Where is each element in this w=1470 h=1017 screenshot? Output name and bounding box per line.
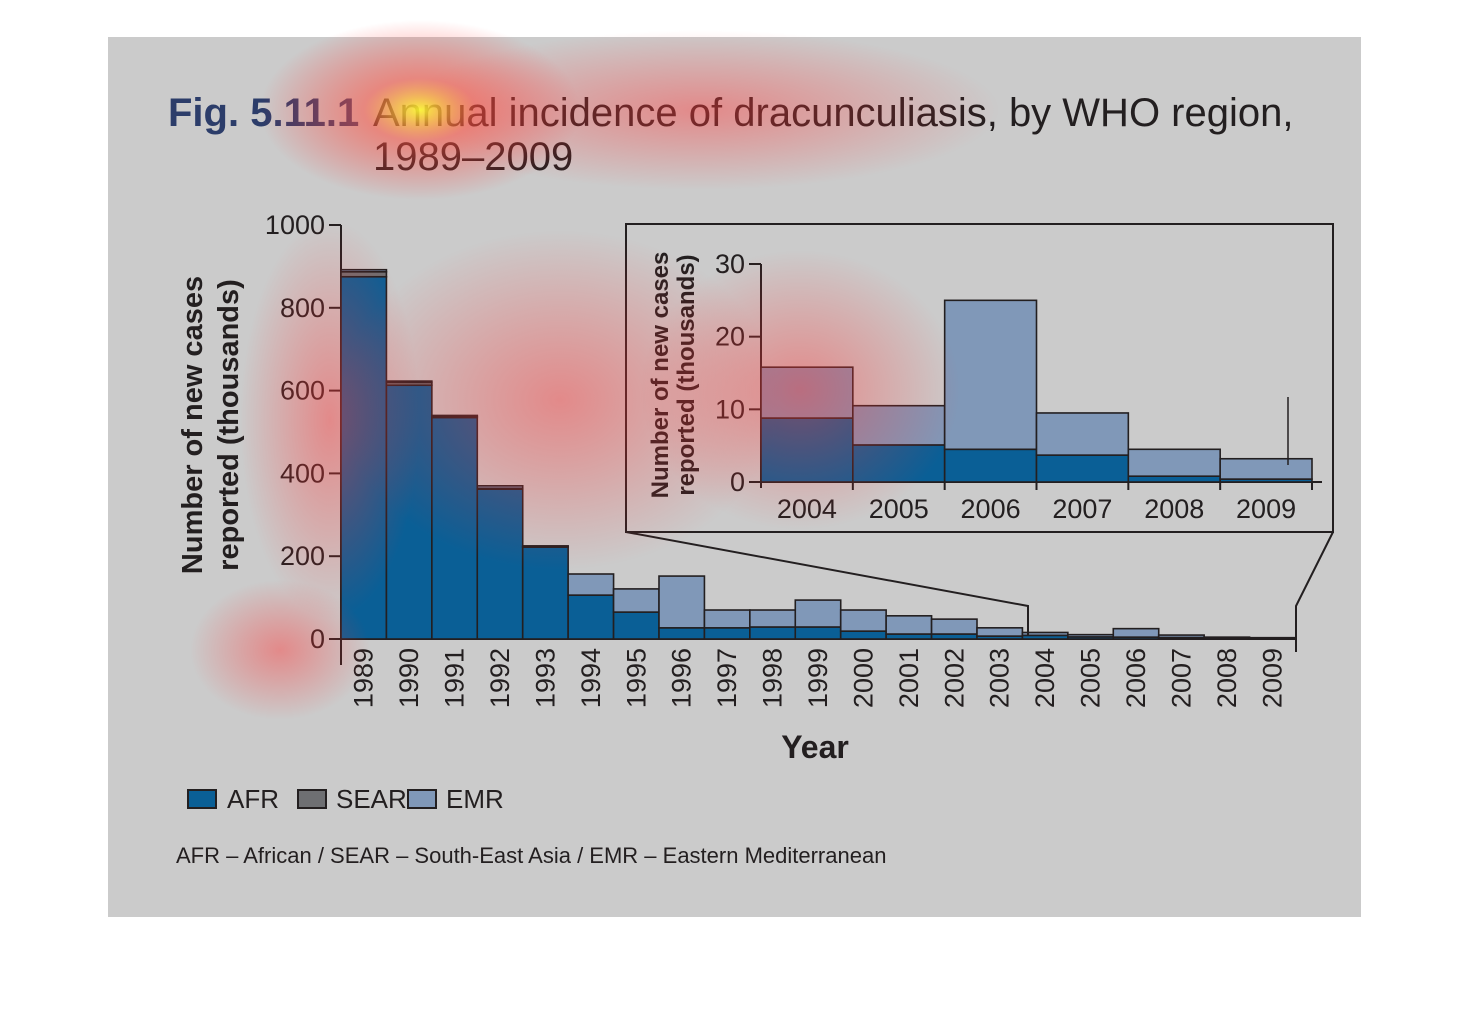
legend-label-afr: AFR xyxy=(227,784,279,814)
bar-emr-2002 xyxy=(932,619,977,634)
bar-afr-1999 xyxy=(795,627,840,639)
x-tick-label: 1992 xyxy=(485,648,515,708)
bar-emr-2000 xyxy=(841,610,886,631)
x-tick-label: 2006 xyxy=(1121,648,1151,708)
figure-title-line1: Annual incidence of dracunculiasis, by W… xyxy=(373,91,1293,135)
y-tick-label: 10 xyxy=(715,394,745,424)
x-tick-label: 2003 xyxy=(985,648,1015,708)
x-tick-label: 2000 xyxy=(848,648,878,708)
legend-label-emr: EMR xyxy=(446,784,504,814)
bar-afr-1995 xyxy=(614,612,659,639)
bar-afr-2008 xyxy=(1128,476,1220,482)
bar-afr-2005 xyxy=(853,445,945,482)
bar-afr-2006 xyxy=(945,449,1037,482)
bar-emr-2005 xyxy=(1068,635,1113,637)
bar-emr-1992 xyxy=(477,486,522,488)
x-tick-label: 2002 xyxy=(939,648,969,708)
y-tick-label: 0 xyxy=(730,467,745,497)
bar-emr-2003 xyxy=(977,628,1022,636)
bar-afr-1994 xyxy=(568,595,613,639)
x-tick-label: 2007 xyxy=(1052,494,1112,524)
bar-emr-2007 xyxy=(1159,635,1204,637)
bar-afr-1997 xyxy=(704,628,749,639)
y-axis-title-line1: Number of new cases xyxy=(177,276,209,574)
bar-emr-1997 xyxy=(704,610,749,628)
x-tick-label: 2009 xyxy=(1236,494,1296,524)
x-tick-label: 2001 xyxy=(894,648,924,708)
legend-swatch-afr xyxy=(188,790,216,808)
y-tick-label: 200 xyxy=(280,541,325,571)
figure-number: Fig. 5.11.1 xyxy=(168,91,359,135)
y-tick-label: 0 xyxy=(310,624,325,654)
x-tick-label: 1999 xyxy=(803,648,833,708)
bar-afr-1991 xyxy=(432,418,477,639)
x-tick-label: 1996 xyxy=(667,648,697,708)
x-tick-label: 2009 xyxy=(1257,648,1287,708)
bar-emr-2008 xyxy=(1128,449,1220,476)
x-tick-label: 2004 xyxy=(777,494,837,524)
bar-emr-2009 xyxy=(1220,459,1312,479)
bar-emr-2001 xyxy=(886,616,931,634)
x-tick-label: 1990 xyxy=(394,648,424,708)
y-tick-label: 800 xyxy=(280,293,325,323)
legend: AFR SEAR EMR xyxy=(188,784,504,814)
legend-swatch-sear xyxy=(298,790,326,808)
x-tick-label: 2008 xyxy=(1144,494,1204,524)
bar-emr-1995 xyxy=(614,589,659,612)
x-tick-label: 2004 xyxy=(1030,648,1060,708)
bar-emr-1998 xyxy=(750,610,795,627)
bar-emr-2005 xyxy=(853,406,945,445)
bar-emr-2006 xyxy=(945,300,1037,449)
x-tick-label: 2007 xyxy=(1166,648,1196,708)
x-tick-label: 1993 xyxy=(530,648,560,708)
y-tick-label: 1000 xyxy=(265,210,325,240)
bar-emr-1993 xyxy=(523,546,568,547)
bar-afr-2004 xyxy=(761,418,853,482)
footnote: AFR – African / SEAR – South-East Asia /… xyxy=(176,843,886,868)
x-tick-label: 1998 xyxy=(758,648,788,708)
bar-afr-1998 xyxy=(750,627,795,639)
bar-afr-2007 xyxy=(1037,455,1129,482)
y-tick-label: 600 xyxy=(280,376,325,406)
y-tick-label: 30 xyxy=(715,249,745,279)
bar-afr-1996 xyxy=(659,628,704,639)
bar-emr-2007 xyxy=(1037,413,1129,455)
x-tick-label: 2008 xyxy=(1212,648,1242,708)
bar-emr-1996 xyxy=(659,576,704,628)
bar-emr-2006 xyxy=(1113,629,1158,637)
x-tick-label: 2005 xyxy=(869,494,929,524)
x-tick-label: 2005 xyxy=(1076,648,1106,708)
bar-emr-1999 xyxy=(795,600,840,627)
bar-emr-2009 xyxy=(1250,638,1295,639)
bar-emr-1989 xyxy=(341,270,386,272)
x-tick-label: 2006 xyxy=(961,494,1021,524)
y-axis-title-line2: reported (thousands) xyxy=(213,279,245,571)
bar-afr-1993 xyxy=(523,547,568,639)
bar-emr-1990 xyxy=(386,381,431,382)
x-tick-label: 1994 xyxy=(576,648,606,708)
legend-swatch-emr xyxy=(408,790,436,808)
bar-emr-1991 xyxy=(432,415,477,416)
x-tick-label: 1997 xyxy=(712,648,742,708)
y-tick-label: 400 xyxy=(280,458,325,488)
inset-y-title-line2: reported (thousands) xyxy=(673,254,700,495)
bar-afr-1992 xyxy=(477,489,522,639)
bar-emr-2004 xyxy=(1022,632,1067,635)
inset-y-title-line1: Number of new cases xyxy=(647,252,674,499)
bar-emr-2004 xyxy=(761,367,853,418)
bar-emr-2008 xyxy=(1204,637,1249,639)
x-tick-label: 1991 xyxy=(440,648,470,708)
figure-title-line2: 1989–2009 xyxy=(373,135,573,179)
bar-afr-1990 xyxy=(386,385,431,639)
x-axis-title: Year xyxy=(781,729,849,765)
bar-emr-1994 xyxy=(568,574,613,595)
bar-afr-1989 xyxy=(341,277,386,639)
bar-afr-2000 xyxy=(841,631,886,639)
x-tick-label: 1995 xyxy=(621,648,651,708)
x-tick-label: 1989 xyxy=(349,648,379,708)
legend-label-sear: SEAR xyxy=(336,784,407,814)
y-tick-label: 20 xyxy=(715,322,745,352)
